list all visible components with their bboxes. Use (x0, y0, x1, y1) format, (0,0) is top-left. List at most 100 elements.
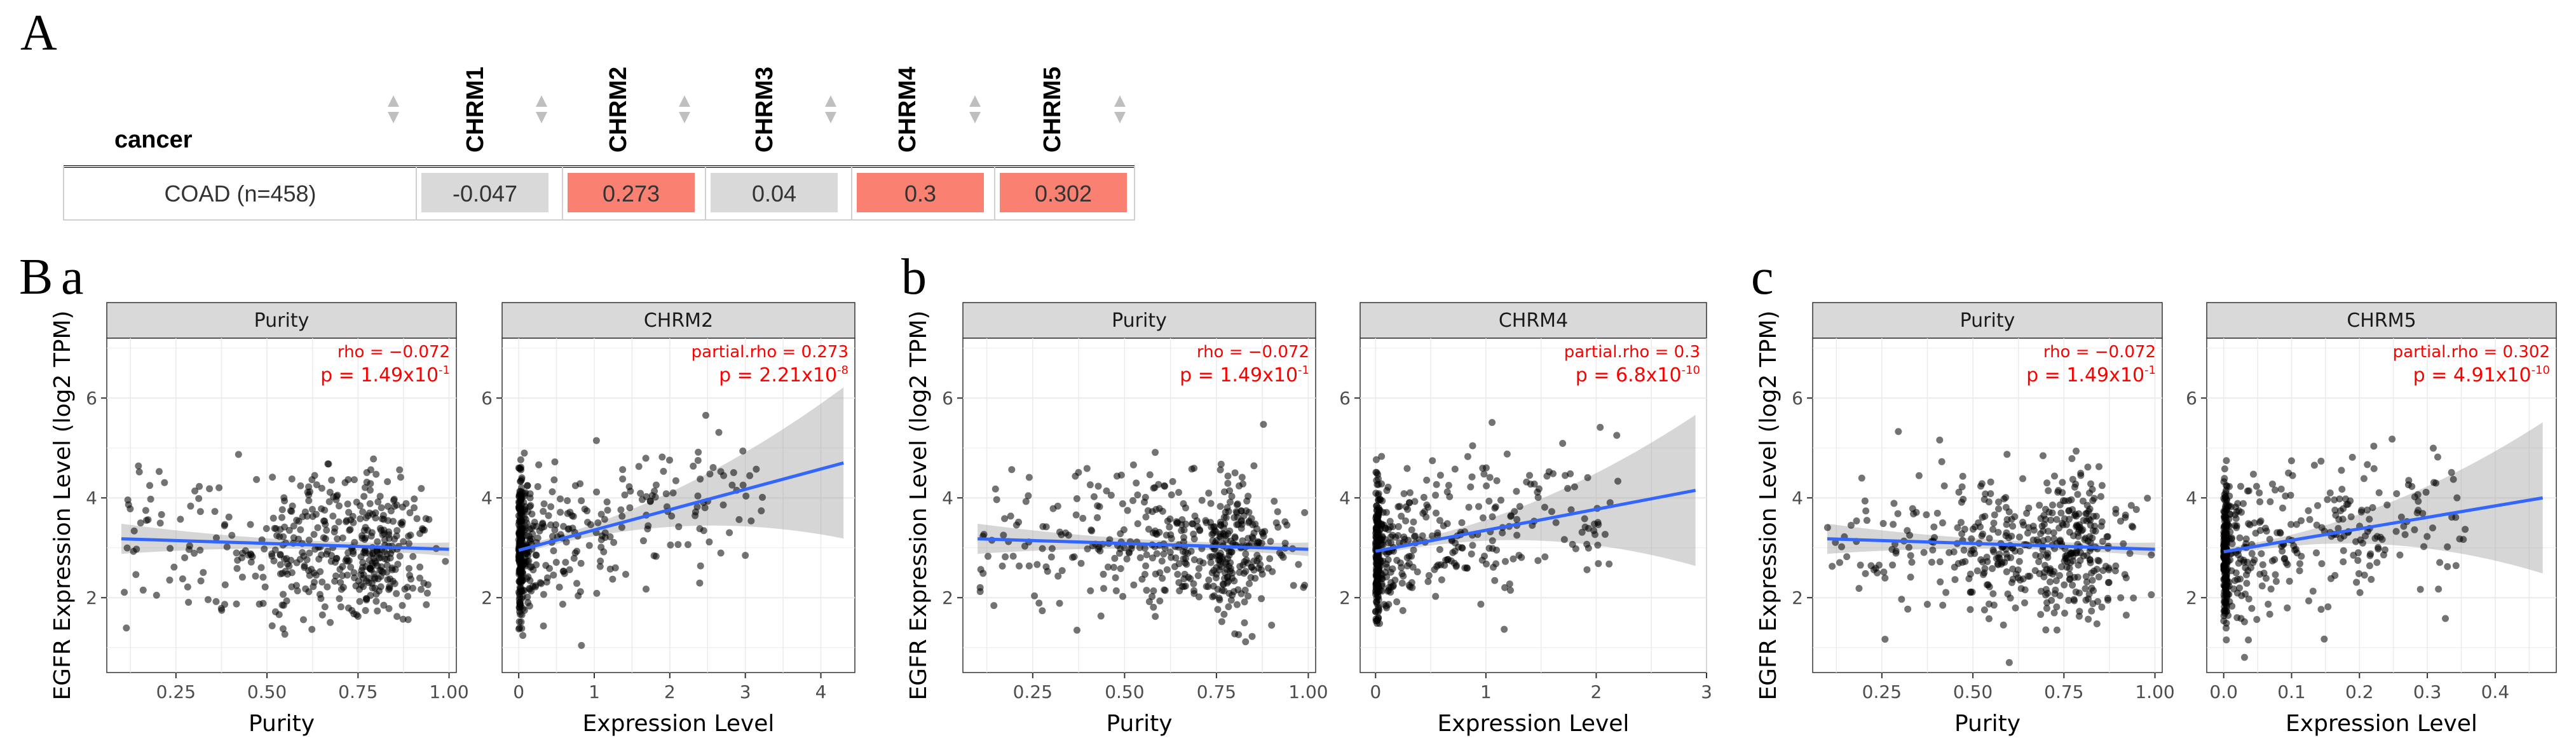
data-point (328, 552, 336, 559)
data-point (2423, 533, 2431, 540)
p-value-text: p = 2.21x10 (719, 364, 837, 386)
data-point (642, 585, 650, 593)
data-point (1241, 598, 1248, 606)
data-point (325, 498, 333, 505)
data-point (2279, 547, 2286, 555)
table-value-chrm2: 0.273 (603, 181, 660, 207)
data-point (393, 532, 400, 540)
data-point (334, 535, 341, 543)
x-tick-label: 0.75 (1197, 681, 1236, 702)
data-point (726, 529, 733, 537)
data-point (516, 608, 524, 615)
data-point (1482, 464, 1490, 472)
sort-icon-cancer[interactable] (388, 95, 399, 123)
sort-icon-chrm1[interactable] (536, 95, 547, 123)
data-point (1140, 498, 1148, 506)
data-point (2413, 509, 2421, 517)
data-point (2002, 503, 2010, 511)
subpanel-b-letter: b (901, 249, 927, 305)
data-point (2245, 636, 2252, 644)
data-point (1094, 514, 1101, 521)
data-point (1238, 474, 1246, 481)
cancer-column-header: cancer (114, 126, 193, 153)
data-point (555, 584, 563, 591)
data-point (259, 599, 267, 607)
data-point (658, 453, 666, 461)
data-point (385, 535, 393, 542)
data-point (1190, 535, 1198, 543)
data-point (2127, 502, 2135, 509)
data-point (1194, 572, 1202, 580)
data-point (739, 481, 747, 489)
data-point (1156, 597, 1164, 605)
gene-header-chrm1[interactable]: CHRM1 (462, 67, 489, 153)
gene-header-chrm5[interactable]: CHRM5 (1039, 67, 1066, 153)
data-point (259, 573, 267, 581)
data-point (170, 563, 178, 571)
y-tick-label: 2 (1792, 587, 1803, 608)
data-point (1206, 553, 1214, 561)
data-point (177, 516, 184, 523)
data-point (2344, 500, 2352, 508)
data-point (2075, 612, 2083, 620)
data-point (1985, 600, 1993, 608)
data-point (166, 577, 174, 584)
sort-icon-chrm3[interactable] (825, 95, 836, 123)
data-point (2098, 482, 2106, 489)
data-point (221, 581, 229, 589)
data-point (316, 591, 324, 598)
data-point (1961, 526, 1968, 533)
gene-header-chrm3[interactable]: CHRM3 (751, 67, 778, 153)
data-point (2014, 566, 2022, 574)
data-point (594, 519, 602, 526)
data-point (2256, 489, 2263, 496)
data-point (1258, 595, 1265, 603)
data-point (1112, 574, 1119, 582)
data-point (211, 508, 219, 516)
data-point (2326, 489, 2334, 496)
gene-header-chrm4[interactable]: CHRM4 (894, 67, 921, 153)
data-point (1141, 544, 1148, 552)
data-point (540, 507, 547, 515)
data-point (2096, 557, 2103, 564)
sort-icon-chrm5[interactable] (1114, 95, 1126, 123)
y-axis-ticks: 2 4 6 (1339, 388, 1360, 608)
data-point (2441, 615, 2449, 622)
data-point (158, 511, 165, 519)
data-point (543, 578, 550, 586)
data-point (2235, 507, 2243, 514)
facet-chrm5: CHRM5 partial.rho = 0.302 p = 4.91x10-10 0.… (2186, 302, 2557, 737)
data-point (1257, 561, 1264, 568)
data-point (1002, 553, 1009, 561)
data-point (1250, 530, 1258, 537)
data-point (339, 584, 347, 591)
data-point (1534, 557, 1542, 564)
p-value-exponent: -1 (439, 364, 450, 377)
gene-header-chrm2[interactable]: CHRM2 (605, 67, 632, 153)
data-point (2226, 510, 2233, 518)
data-point (367, 480, 374, 488)
data-point (348, 606, 356, 614)
data-point (2002, 545, 2010, 553)
data-point (1160, 550, 1168, 558)
data-point (2354, 557, 2362, 564)
data-point (626, 504, 634, 512)
data-point (123, 544, 131, 552)
data-point (187, 502, 194, 510)
data-point (2083, 578, 2090, 586)
data-point (2025, 524, 2033, 531)
data-point (1239, 480, 1247, 488)
data-point (551, 526, 559, 534)
data-point (1993, 554, 2000, 562)
data-point (1491, 504, 1499, 512)
sort-icon-chrm2[interactable] (679, 95, 690, 123)
y-tick-label: 6 (942, 388, 953, 409)
data-point (1912, 509, 1920, 516)
data-point (2352, 538, 2360, 545)
sort-icon-chrm4[interactable] (969, 95, 981, 123)
data-point (516, 601, 524, 608)
data-point (515, 589, 522, 596)
facet-strip (501, 302, 855, 339)
data-point (696, 525, 704, 533)
